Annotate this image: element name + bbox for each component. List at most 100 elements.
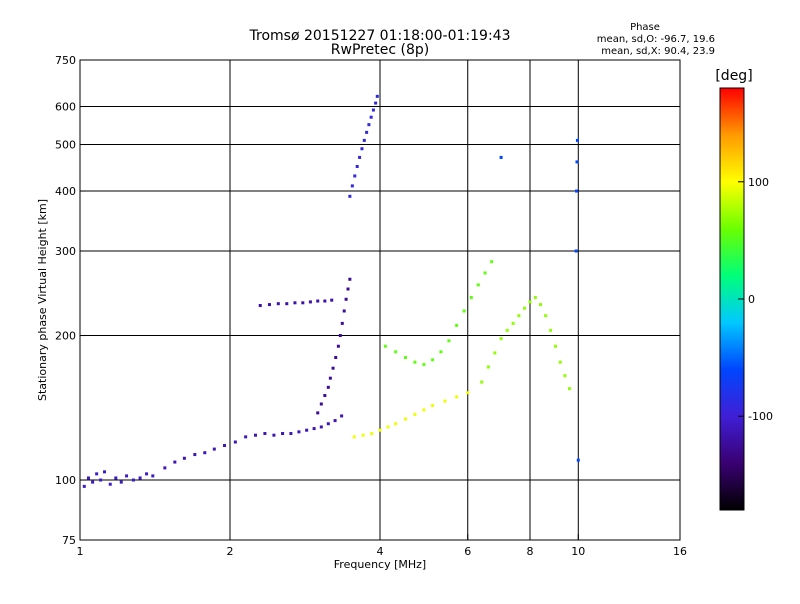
- data-point: [333, 419, 337, 423]
- data-point: [193, 453, 197, 457]
- y-tick-label: 600: [55, 101, 76, 114]
- data-point: [466, 391, 470, 395]
- data-point: [163, 466, 167, 470]
- data-point: [328, 376, 332, 380]
- data-point: [344, 297, 348, 301]
- data-point: [443, 399, 447, 403]
- data-point: [394, 350, 398, 354]
- data-point: [258, 303, 262, 307]
- x-tick-label: 10: [571, 545, 585, 558]
- data-point: [574, 249, 578, 253]
- x-tick-label: 16: [673, 545, 687, 558]
- data-point: [511, 321, 515, 325]
- data-point: [505, 328, 509, 332]
- data-point: [575, 160, 579, 164]
- data-point: [386, 425, 390, 429]
- x-tick-label: 8: [527, 545, 534, 558]
- data-point: [517, 314, 521, 318]
- data-point: [281, 432, 285, 436]
- data-point: [350, 184, 354, 188]
- data-point: [553, 344, 557, 348]
- data-point: [367, 123, 371, 127]
- data-point: [223, 444, 227, 448]
- data-point: [499, 337, 503, 341]
- phase-stats-line-2: mean, sd,X: 90.4, 23.9: [601, 46, 715, 57]
- data-point: [330, 298, 334, 302]
- data-point: [342, 309, 346, 313]
- data-point: [119, 480, 123, 484]
- data-point: [394, 422, 398, 426]
- data-point: [293, 301, 297, 305]
- data-point: [374, 101, 378, 105]
- data-point: [348, 277, 352, 281]
- data-point: [447, 339, 451, 343]
- data-point: [455, 395, 459, 399]
- data-point: [439, 350, 443, 354]
- phase-stats-line-1: mean, sd,O: -96.7, 19.6: [597, 34, 715, 45]
- y-tick-label: 200: [55, 330, 76, 343]
- data-point: [455, 323, 459, 327]
- data-point: [370, 432, 374, 436]
- data-point: [469, 296, 473, 300]
- data-point: [352, 435, 356, 439]
- colorbar-label: [deg]: [715, 68, 752, 84]
- y-axis-ticks: 75 100 200 300 400 500 600 750: [55, 54, 86, 547]
- data-point: [483, 271, 487, 275]
- data-point: [422, 363, 426, 367]
- data-point: [499, 155, 503, 159]
- y-tick-label: 750: [55, 54, 76, 67]
- data-point: [378, 428, 382, 432]
- data-point: [276, 302, 280, 306]
- y-tick-label: 75: [62, 534, 76, 547]
- data-point: [305, 428, 309, 432]
- data-point: [334, 355, 338, 359]
- data-point: [285, 302, 289, 306]
- data-point: [145, 472, 149, 476]
- data-point: [413, 360, 417, 364]
- data-point: [567, 387, 571, 391]
- data-point: [493, 351, 497, 355]
- data-point: [480, 380, 484, 384]
- data-point: [413, 412, 417, 416]
- data-point: [108, 482, 112, 486]
- colorbar-tick-label: 0: [748, 293, 755, 306]
- data-point: [358, 155, 362, 159]
- data-point: [297, 430, 301, 434]
- data-point: [361, 433, 365, 437]
- data-point: [353, 174, 357, 178]
- colorbar: [deg] 100 0 -100: [715, 68, 773, 511]
- colorbar-ticks: 100 0 -100: [738, 176, 773, 423]
- data-point: [362, 138, 366, 142]
- data-point: [336, 344, 340, 348]
- data-point: [99, 478, 103, 482]
- data-point: [82, 484, 86, 488]
- data-point: [212, 447, 216, 451]
- y-tick-label: 500: [55, 139, 76, 152]
- y-axis-label: Stationary phase Virtual Height [km]: [36, 199, 49, 401]
- data-point: [486, 365, 490, 369]
- data-point: [403, 417, 407, 421]
- data-point: [462, 309, 466, 313]
- data-point: [340, 414, 344, 418]
- data-point: [253, 433, 257, 437]
- data-point: [91, 480, 95, 484]
- data-point: [346, 287, 350, 291]
- data-point: [576, 458, 580, 462]
- data-point: [316, 411, 320, 415]
- data-point: [549, 328, 553, 332]
- data-point: [575, 189, 579, 193]
- data-point: [355, 164, 359, 168]
- data-point: [125, 474, 129, 478]
- data-point: [369, 115, 373, 119]
- data-point: [131, 478, 135, 482]
- data-point: [490, 260, 494, 264]
- data-point: [575, 138, 579, 142]
- x-tick-label: 1: [77, 545, 84, 558]
- data-point: [323, 299, 327, 303]
- data-point: [544, 314, 548, 318]
- data-point: [431, 358, 435, 362]
- data-point: [312, 427, 316, 431]
- data-point: [326, 422, 330, 426]
- data-point: [316, 299, 320, 303]
